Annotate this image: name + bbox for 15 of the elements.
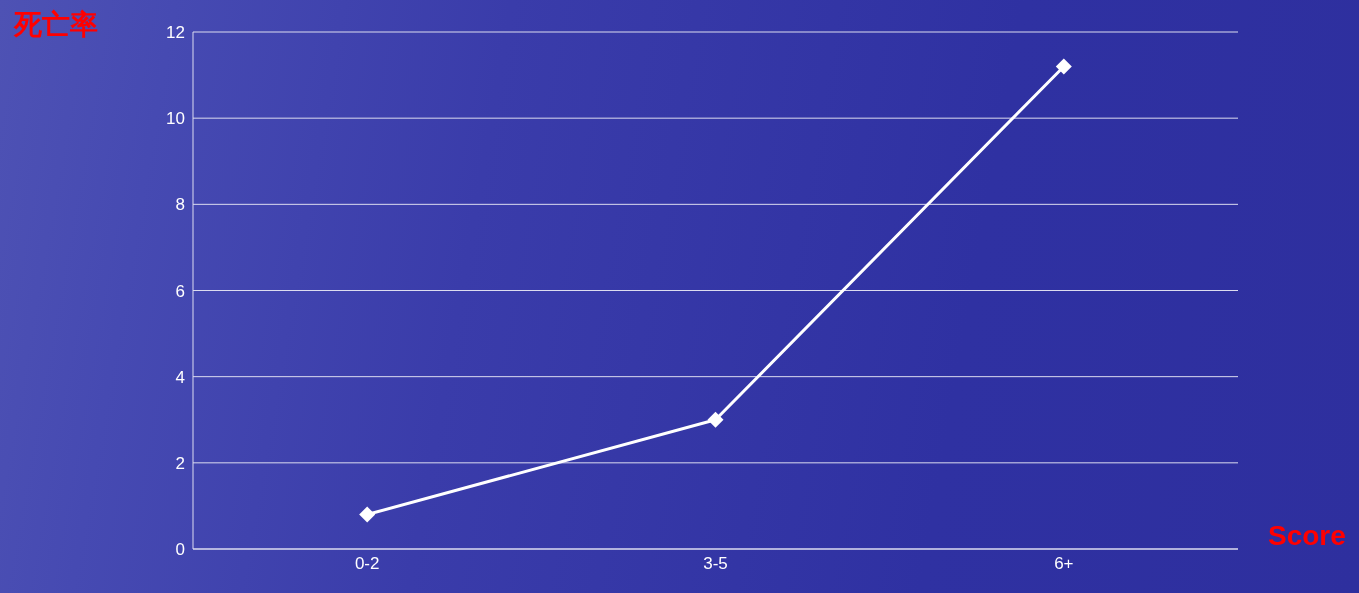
x-axis-title: Score — [1268, 520, 1346, 552]
y-tick-label: 6 — [175, 281, 185, 301]
y-tick-label: 0 — [175, 540, 185, 560]
y-tick-label: 12 — [166, 23, 185, 43]
x-tick-label: 3-5 — [703, 554, 728, 574]
y-axis-title: 死亡率 — [14, 7, 98, 43]
y-tick-label: 4 — [175, 367, 185, 387]
y-tick-label: 8 — [175, 195, 185, 215]
y-tick-label: 10 — [166, 109, 185, 129]
x-tick-label: 0-2 — [354, 554, 380, 574]
point — [707, 411, 724, 428]
point — [359, 506, 376, 523]
y-tick-label: 2 — [175, 453, 185, 473]
point — [1055, 58, 1072, 75]
x-tick-label: 6+ — [1054, 554, 1074, 574]
